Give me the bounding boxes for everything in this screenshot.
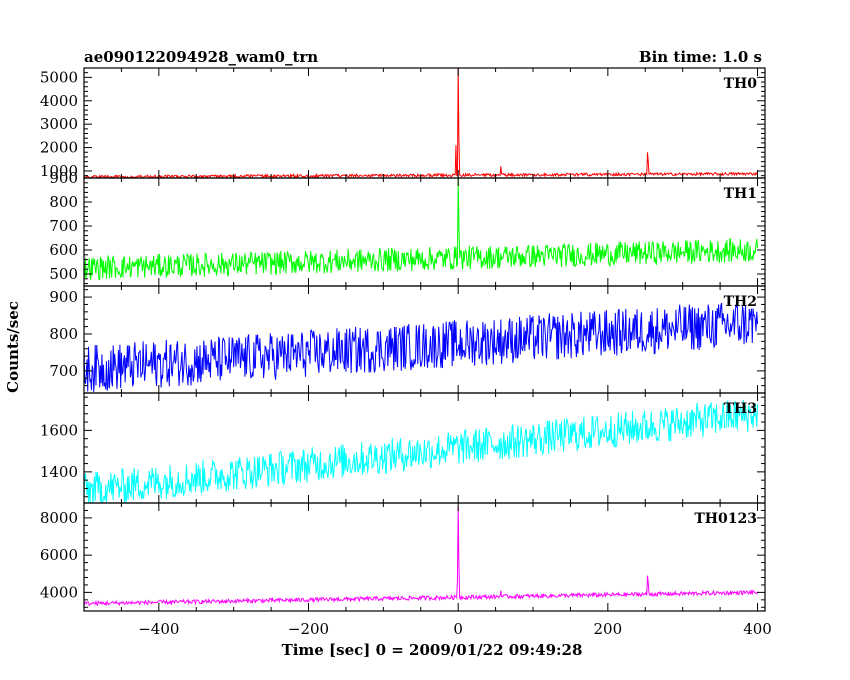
y-tick-label: 900 [49,288,78,306]
x-tick-label: 400 [743,620,772,638]
y-tick-label: 800 [49,325,78,343]
panel-th3: 1400 1600 TH3 [40,392,766,504]
bin-time-label: Bin time: 1.0 s [639,48,762,66]
y-tick-label: 2000 [40,139,78,157]
y-tick-label: 8000 [40,509,78,527]
x-tick-label: 200 [594,620,623,638]
panel-frame [83,67,766,179]
panel-th0: 1000 2000 3000 4000 5000 TH0 [40,67,766,180]
y-tick-label: 700 [49,362,78,380]
panel-label-th1: TH1 [724,186,757,202]
y-axis-title: Counts/sec [4,301,22,393]
y-tick-label: 4000 [40,583,78,601]
x-tick-label: 0 [453,620,463,638]
y-tick-label: 6000 [40,546,78,564]
x-axis: −400 −200 0 200 400 [138,620,772,638]
y-tick-label: 500 [49,265,78,283]
panel-th0123: 4000 6000 8000 TH0123 [40,502,766,612]
x-tick-label: −200 [288,620,329,638]
y-tick-label: 700 [49,217,78,235]
x-tick-label: −400 [138,620,179,638]
panel-frame [83,502,766,612]
y-tick-label: 800 [49,193,78,211]
y-tick-label: 900 [49,169,78,187]
y-tick-label: 1400 [40,463,78,481]
series-line-th0123 [84,506,758,607]
chart-title: ae090122094928_wam0_trn [84,48,318,66]
panel-label-th3: TH3 [724,401,757,417]
panel-label-th2: TH2 [724,294,757,310]
y-tick-label: 600 [49,241,78,259]
y-tick-label: 5000 [40,68,78,86]
panels-group: 1000 2000 3000 4000 5000 TH0 500 600 700 800 900 TH… [40,67,766,612]
panel-label-th0123: TH0123 [694,511,757,527]
panel-label-th0: TH0 [724,76,758,92]
series-line-th2 [84,302,759,393]
panel-th1: 500 600 700 800 900 TH1 [49,169,766,287]
panel-th2: 700 800 900 TH2 [49,285,766,394]
series-line-th1 [84,178,759,281]
series-line-th3 [84,399,759,503]
y-tick-label: 4000 [40,92,78,110]
series-line-th0 [84,68,758,178]
panel-frame [83,177,766,287]
x-axis-title: Time [sec] 0 = 2009/01/22 09:49:28 [282,641,583,659]
y-tick-label: 1000 [40,162,78,180]
y-tick-label: 3000 [40,115,78,133]
y-tick-label: 1600 [40,421,78,439]
